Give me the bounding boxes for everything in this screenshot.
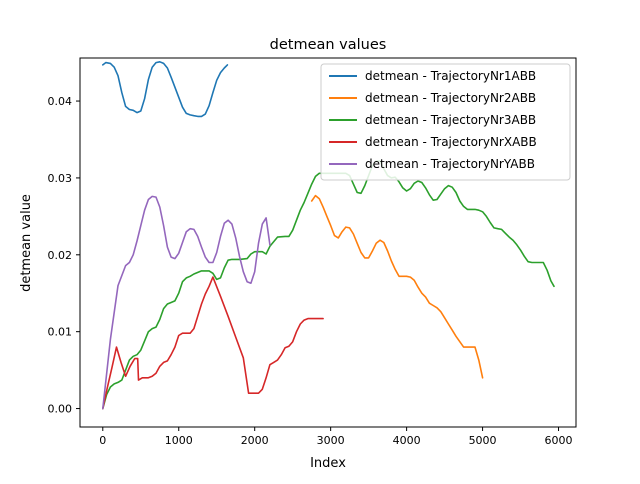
series-line-2	[310, 194, 484, 379]
legend-label: detmean - TrajectoryNr3ABB	[365, 113, 536, 127]
x-tick-label: 6000	[545, 434, 573, 447]
y-tick-label: 0.01	[48, 326, 73, 339]
y-tick-label: 0.03	[48, 172, 73, 185]
x-tick-label: 1000	[165, 434, 193, 447]
x-tick-label: 5000	[469, 434, 497, 447]
legend-label: detmean - TrajectoryNrYABB	[365, 157, 535, 171]
y-axis-label: detmean value	[19, 194, 34, 292]
x-tick-label: 4000	[393, 434, 421, 447]
y-tick-label: 0.04	[48, 95, 73, 108]
axis-ticks: 0 1000 2000 3000 4000 5000 6000 0.00 0.01 0.02 0.0…	[48, 95, 573, 447]
legend: detmean - TrajectoryNr1ABB detmean - Traj…	[320, 63, 571, 181]
series-line-4	[102, 276, 324, 410]
axes-frame	[79, 57, 577, 428]
series-line-1	[102, 60, 229, 118]
x-axis-label: Index	[310, 456, 346, 471]
legend-label: detmean - TrajectoryNr1ABB	[365, 69, 536, 83]
y-tick-label: 0.02	[48, 249, 73, 262]
y-tick-label: 0.00	[48, 403, 73, 416]
series-line-5	[102, 195, 271, 410]
legend-label: detmean - TrajectoryNrXABB	[365, 135, 537, 149]
x-tick-label: 3000	[317, 434, 345, 447]
legend-label: detmean - TrajectoryNr2ABB	[365, 91, 536, 105]
x-tick-label: 0	[99, 434, 106, 447]
chart-title: detmean values	[270, 37, 387, 53]
x-tick-label: 2000	[241, 434, 269, 447]
legend-box	[320, 63, 571, 181]
